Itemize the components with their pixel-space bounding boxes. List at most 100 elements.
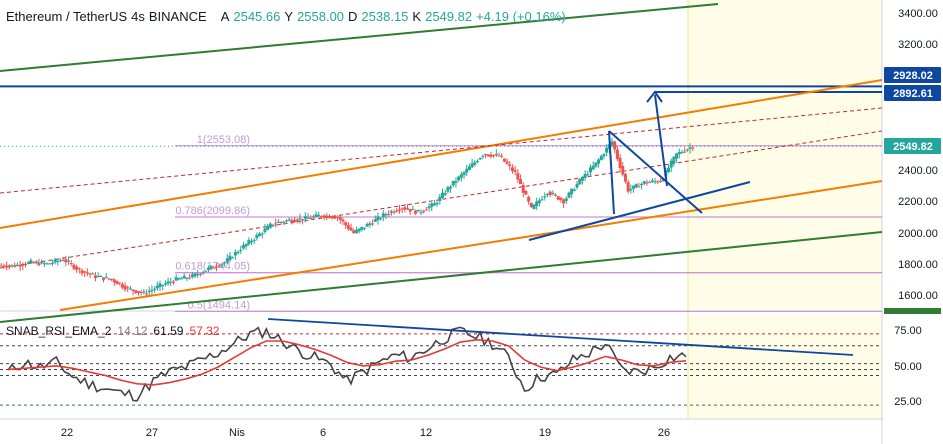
time-tick-label: 26 <box>658 427 670 439</box>
candle-body <box>7 265 11 267</box>
interval-label[interactable]: 4s <box>131 9 145 24</box>
candle-body <box>53 259 57 263</box>
indicator-value-ema: 57.32 <box>189 324 220 338</box>
price-tag-partial <box>884 308 941 314</box>
candle-body <box>397 209 401 211</box>
candle-body <box>279 221 283 223</box>
candle-body <box>524 190 528 195</box>
candle-body <box>131 289 135 292</box>
candle-body <box>317 215 321 217</box>
candle-body <box>475 161 479 163</box>
candle-body <box>147 290 151 293</box>
candle-body <box>225 258 229 263</box>
candle-body <box>185 277 189 279</box>
candle-body <box>239 250 243 252</box>
candle-body <box>182 275 186 279</box>
candle-body <box>408 209 412 212</box>
candle-body <box>379 218 383 220</box>
candle-body <box>311 216 315 218</box>
candle-body <box>505 161 509 164</box>
candle-body <box>228 255 232 261</box>
candle-body <box>120 284 124 288</box>
indicator-params: 14 12 <box>117 324 148 338</box>
candle-body <box>570 188 574 195</box>
indicator-name[interactable]: SNAB_RSI_EMA_2 <box>6 324 112 338</box>
price-tag-bg <box>884 138 941 154</box>
candle-body <box>575 183 579 188</box>
candle-body <box>365 223 369 227</box>
candle-body <box>247 240 251 245</box>
rsi-line <box>7 326 687 402</box>
candle-body <box>529 202 533 207</box>
exchange-label: BINANCE <box>148 9 207 24</box>
fib-label: 0.5(1494.14) <box>188 299 250 311</box>
candle-body <box>171 281 175 283</box>
candle-body <box>153 288 157 290</box>
triangle-resistance-line <box>608 130 703 214</box>
symbol-name[interactable]: Ethereum / TetherUS <box>6 9 128 24</box>
candle-body <box>169 281 173 283</box>
price-tag-bg <box>884 67 941 83</box>
candle-body <box>287 219 291 221</box>
candle-body <box>465 168 469 173</box>
candle-body <box>99 275 103 277</box>
price-tag-label: 2892.61 <box>893 88 933 100</box>
candle-body <box>416 209 420 212</box>
candle-body <box>414 210 418 214</box>
candle-body <box>303 216 307 219</box>
channel-lower-orange <box>59 180 883 311</box>
fib-label: 0.786(2099.86) <box>175 205 250 217</box>
target-arrow-head <box>646 90 663 103</box>
candle-body <box>489 154 493 157</box>
candle-body <box>249 240 253 243</box>
channel-mid-lower <box>0 130 883 269</box>
candle-body <box>306 217 310 219</box>
candle-body <box>623 174 627 182</box>
candle-body <box>13 265 17 267</box>
candle-body <box>29 260 33 263</box>
time-tick-label: 19 <box>539 427 551 439</box>
candle-body <box>67 260 71 262</box>
time-tick-label: 12 <box>420 427 432 439</box>
candle-body <box>336 216 340 218</box>
candle-body <box>128 288 132 290</box>
ohlc-close-value: 2549.82 <box>425 9 473 24</box>
candle-body <box>597 159 601 164</box>
candle-body <box>102 277 106 280</box>
candle-body <box>642 181 646 184</box>
price-tick-label: 3400.00 <box>898 8 938 20</box>
candle-body <box>371 223 375 225</box>
candle-body <box>276 221 280 223</box>
candle-body <box>392 211 396 213</box>
candle-body <box>136 291 140 293</box>
candle-body <box>688 147 692 149</box>
candle-body <box>155 285 159 289</box>
candle-body <box>252 239 256 241</box>
rsi-tick-label: 25.00 <box>894 396 922 408</box>
candle-body <box>212 267 216 269</box>
candle-body <box>400 208 404 210</box>
candle-body <box>349 227 353 231</box>
candle-body <box>231 257 235 259</box>
candle-body <box>362 227 366 229</box>
candle-body <box>193 273 197 277</box>
candle-body <box>40 261 44 264</box>
candle-body <box>494 153 498 156</box>
channel-lower-green <box>0 231 883 323</box>
candle-body <box>180 278 184 280</box>
candle-body <box>45 263 49 265</box>
candle-body <box>449 186 453 189</box>
candle-body <box>330 216 334 219</box>
candle-body <box>42 263 46 265</box>
candle-body <box>497 155 501 157</box>
channel-upper-orange <box>0 79 883 229</box>
candle-body <box>196 274 200 276</box>
candle-body <box>188 277 192 279</box>
indicator-legend[interactable]: SNAB_RSI_EMA_2 14 12 61.59 57.32 <box>6 324 219 338</box>
price-tick-label: 1800.00 <box>898 259 938 271</box>
candle-body <box>605 147 609 153</box>
candle-body <box>459 174 463 178</box>
candle-body <box>580 177 584 181</box>
candle-body <box>551 192 555 194</box>
